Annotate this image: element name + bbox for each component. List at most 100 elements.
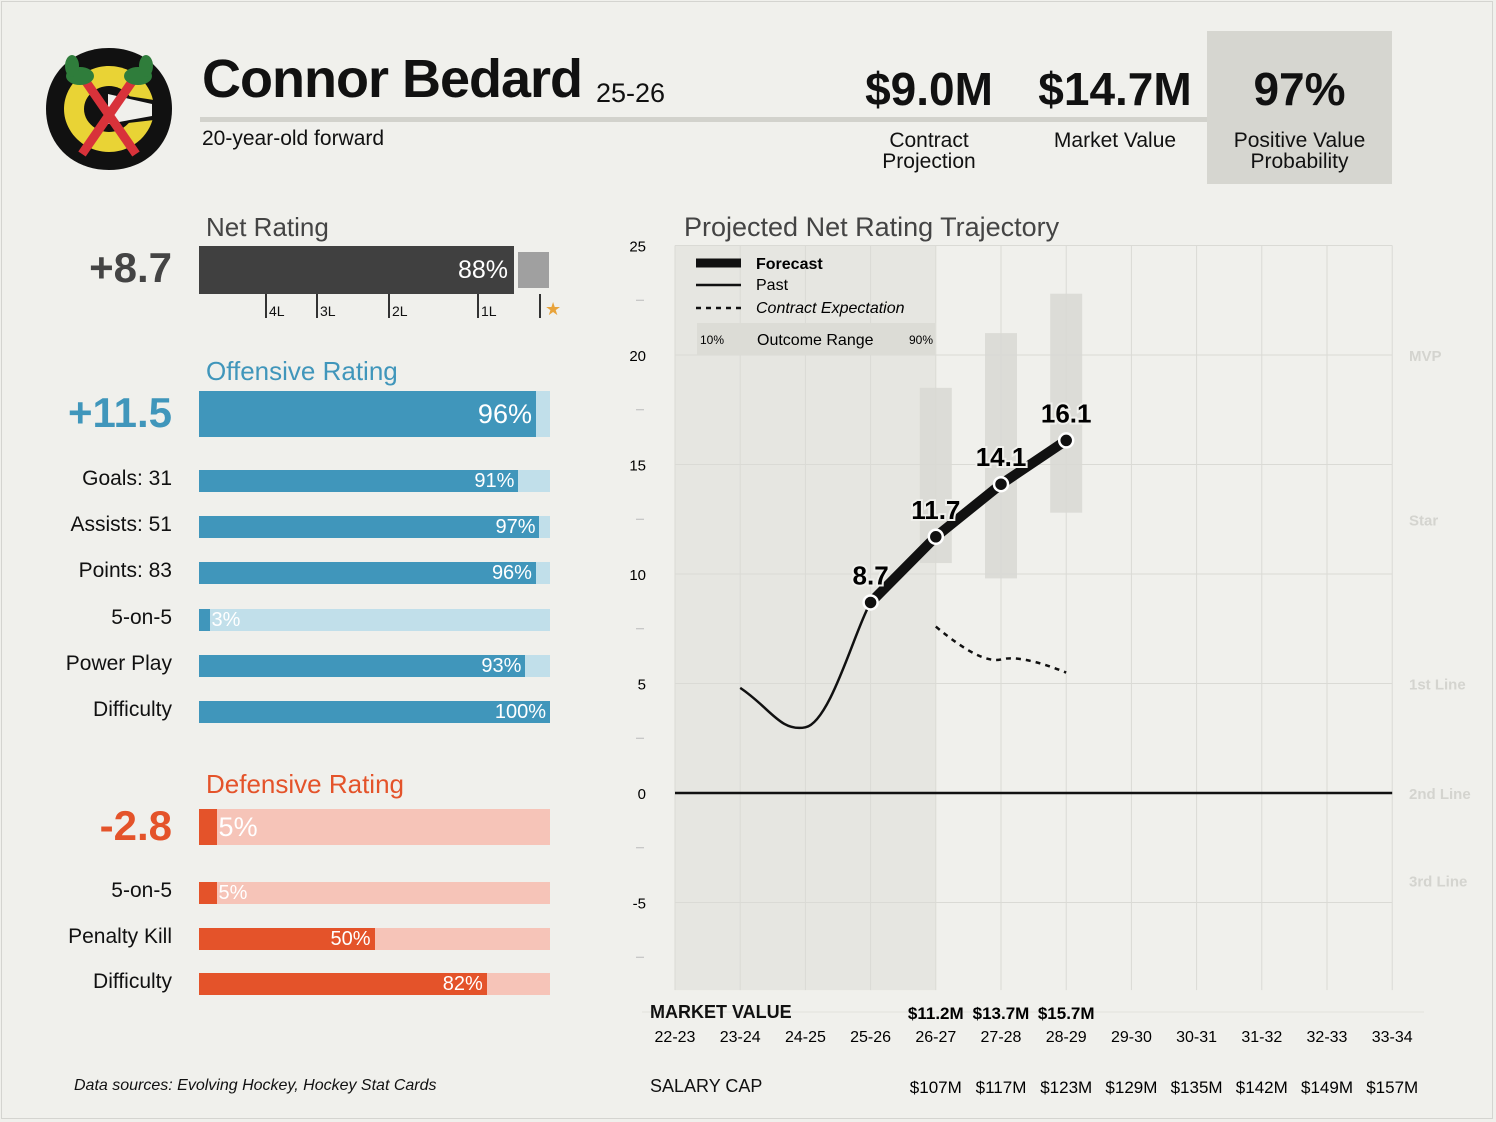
y-tick-label: 25 xyxy=(629,239,646,256)
offensive-rating-title: Offensive Rating xyxy=(206,356,398,386)
net-tick-mark xyxy=(539,294,541,318)
net-tick-label: 3L xyxy=(320,303,336,319)
forecast-data-label: 11.7 xyxy=(911,495,960,525)
net-tick-mark xyxy=(477,294,479,318)
defensive-row-bar-percentile: 50% xyxy=(330,927,371,950)
legend-range-label: Outcome Range xyxy=(757,332,874,349)
defensive-row-bar-fill xyxy=(199,973,487,995)
salary-cap-label: $129M xyxy=(1105,1078,1157,1097)
outcome-range-bar xyxy=(985,333,1017,579)
offensive-rating-bar: 96% xyxy=(199,391,550,437)
defensive-row-bar-fill xyxy=(199,882,217,904)
offensive-row-bar-percentile: 97% xyxy=(495,516,536,539)
legend-forecast-label: Forecast xyxy=(756,256,823,273)
offensive-row-bar-fill xyxy=(199,701,550,723)
contract-expectation-line xyxy=(934,625,1067,674)
x-tick-label: 30-31 xyxy=(1176,1029,1217,1046)
y-tick-label: 0 xyxy=(638,786,646,803)
contract-projection-label: Contract Projection xyxy=(882,129,976,173)
offensive-row-bar-percentile: 91% xyxy=(474,470,515,492)
net-tick-label: 1L xyxy=(481,303,497,319)
star-icon: ★ xyxy=(545,299,562,319)
forecast-data-label: 14.1 xyxy=(976,442,1027,472)
y-tick-label: 15 xyxy=(629,458,646,475)
tier-label: Star xyxy=(1409,512,1438,529)
offensive-row-label: Power Play xyxy=(65,651,172,675)
x-tick-label: 24-25 xyxy=(785,1029,826,1046)
player-subtitle: 20-year-old forward xyxy=(202,127,385,150)
team-logo xyxy=(46,48,172,170)
x-tick-label: 27-28 xyxy=(981,1029,1022,1046)
offensive-row-bar: 93% xyxy=(199,654,550,677)
offensive-rating-bar-fill xyxy=(199,391,536,437)
outcome-range-bar xyxy=(1050,293,1083,513)
market-value-label: $11.2M xyxy=(908,1004,964,1023)
salary-cap-label: $135M xyxy=(1171,1078,1223,1097)
forecast-data-label: 16.1 xyxy=(1041,398,1092,428)
offensive-row-label: Goals: 31 xyxy=(82,467,172,490)
defensive-row-label: Penalty Kill xyxy=(68,924,172,948)
legend-range-low: 10% xyxy=(700,333,724,347)
offensive-row-bar: 91% xyxy=(199,470,550,492)
x-tick-label: 23-24 xyxy=(720,1029,761,1046)
player-name: Connor Bedard xyxy=(202,49,583,109)
forecast-point xyxy=(927,528,945,546)
y-tick-label: 20 xyxy=(629,348,646,365)
offensive-row-label: Difficulty xyxy=(93,698,172,721)
positive-value-probability-value: 97% xyxy=(1253,63,1346,115)
net-tick-mark xyxy=(316,294,318,318)
salary-cap-label: $107M xyxy=(910,1078,962,1097)
legend-past-label: Past xyxy=(756,277,789,294)
net-rating-bar-remainder xyxy=(518,252,549,288)
forecast-point xyxy=(992,475,1010,493)
positive-value-probability-label: Positive Value Probability xyxy=(1233,129,1366,173)
net-rating-percentile: 88% xyxy=(457,256,508,284)
net-rating-bar: 88% xyxy=(199,246,550,294)
market-value-row-label: MARKET VALUE xyxy=(650,1002,792,1022)
market-value-label: $13.7M xyxy=(973,1004,1030,1023)
salary-cap-row-label: SALARY CAP xyxy=(650,1076,763,1096)
market-value-label: $15.7M xyxy=(1038,1004,1095,1023)
x-tick-label: 31-32 xyxy=(1241,1029,1282,1046)
defensive-row-bar: 50% xyxy=(199,927,550,950)
tier-label: 3rd Line xyxy=(1409,874,1467,891)
chart-title: Projected Net Rating Trajectory xyxy=(684,212,1060,242)
y-tick-label: 10 xyxy=(629,567,646,584)
net-rating-title: Net Rating xyxy=(206,212,329,242)
tier-label: MVP xyxy=(1409,348,1442,365)
defensive-row-bar-fill xyxy=(199,927,375,950)
defensive-row-bar-percentile: 82% xyxy=(442,973,483,995)
salary-cap-label: $142M xyxy=(1236,1078,1288,1097)
contract-projection-value: $9.0M xyxy=(865,63,993,115)
forecast-line xyxy=(865,435,1072,608)
offensive-rating-value: +11.5 xyxy=(68,389,172,436)
net-rating-bar-fill xyxy=(199,246,514,294)
offensive-row-bar-fill xyxy=(199,470,519,492)
net-tick-label: 4L xyxy=(269,303,285,319)
salary-cap-label: $157M xyxy=(1366,1078,1418,1097)
forecast-point xyxy=(862,594,879,611)
market-value-value: $14.7M xyxy=(1038,63,1192,115)
defensive-rating-bar: 5% xyxy=(199,809,550,845)
net-tick-mark xyxy=(388,294,390,318)
defensive-row-bar: 82% xyxy=(199,973,550,995)
forecast-point xyxy=(1057,432,1075,449)
offensive-row-bar-fill xyxy=(199,516,540,539)
x-tick-label: 32-33 xyxy=(1307,1029,1348,1046)
offensive-row-bar-percentile: 3% xyxy=(211,608,241,631)
y-tick-label: -5 xyxy=(633,896,646,913)
x-tick-label: 33-34 xyxy=(1372,1029,1413,1046)
offensive-row-bar: 100% xyxy=(199,701,550,723)
defensive-rating-title: Defensive Rating xyxy=(206,769,404,799)
defensive-row-label: 5-on-5 xyxy=(111,879,172,902)
past-line xyxy=(739,601,872,730)
offensive-row-bar-percentile: 100% xyxy=(494,701,546,723)
season-label: 25-26 xyxy=(596,78,666,108)
offensive-row-bar-fill xyxy=(199,562,536,585)
defensive-row-label: Difficulty xyxy=(93,970,172,993)
net-tick-mark xyxy=(265,294,267,318)
offensive-row-bar: 97% xyxy=(199,516,550,539)
forecast-data-label: 8.7 xyxy=(853,560,889,590)
